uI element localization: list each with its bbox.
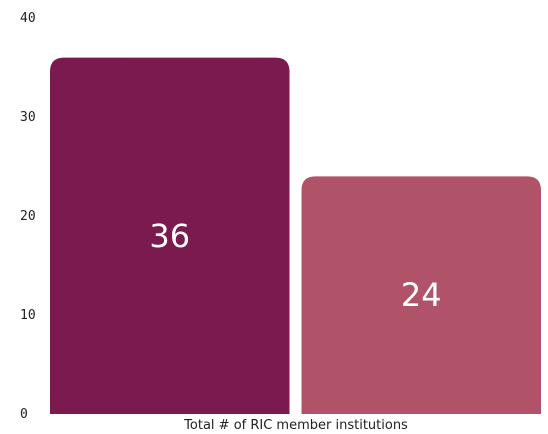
bar-value-label: 36 <box>149 217 190 255</box>
bar <box>301 176 541 414</box>
y-tick-label: 30 <box>20 110 36 125</box>
y-tick-label: 10 <box>20 308 36 323</box>
bar-value-labels: 36 24 <box>149 217 441 314</box>
y-tick-label: 40 <box>20 11 36 26</box>
x-axis-label: Total # of RIC member institutions <box>183 418 408 433</box>
bar-value-label: 24 <box>401 276 442 314</box>
y-tick-label: 20 <box>20 209 36 224</box>
y-axis-ticks: 0 10 20 30 40 <box>20 11 36 422</box>
y-tick-label: 0 <box>20 407 28 422</box>
bar <box>50 57 290 414</box>
bars <box>50 57 541 414</box>
